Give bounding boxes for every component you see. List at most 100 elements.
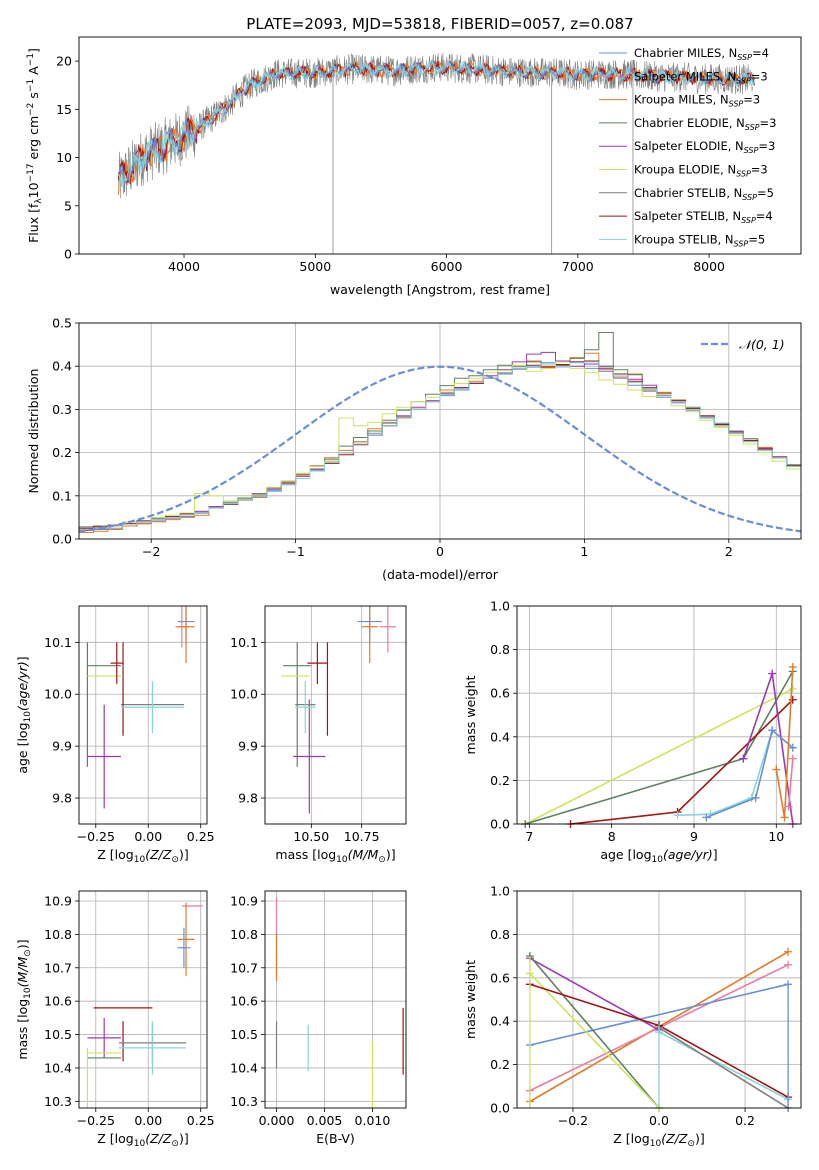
axes-frame: [516, 890, 802, 1109]
data-point: [361, 606, 378, 664]
normal-curve: [78, 365, 802, 533]
y-tick-label: 0.2: [490, 1057, 510, 1072]
y-tick-label: 0.4: [52, 359, 72, 374]
legend-entry: 𝒩(0, 1): [739, 337, 785, 352]
y-tick-label: 20: [56, 54, 72, 69]
weight-line: [706, 728, 794, 819]
y-tick-label: 10.5: [230, 1027, 258, 1042]
x-tick-label: 0.000: [259, 1113, 295, 1128]
legend-entry: Salpeter MILES, NSSP=3: [634, 69, 768, 85]
y-tick-label: 1.0: [490, 884, 510, 899]
x-axis-label: Z [log10(Z/Z⊙)]: [613, 1131, 704, 1149]
x-axis-label: age [log10(age/yr)]: [600, 847, 717, 865]
weight-marker: [673, 811, 682, 820]
y-tick-label: 0.0: [52, 532, 72, 547]
y-tick-label: 9.9: [52, 739, 72, 754]
y-tick-label: 0.6: [490, 970, 510, 985]
y-tick-label: 0.5: [52, 316, 72, 331]
weight-marker: [788, 684, 797, 693]
x-tick-label: 0.2: [735, 1113, 755, 1128]
weight-line: [787, 758, 794, 807]
weight-line: [524, 688, 794, 824]
y-tick-label: 10.5: [44, 1027, 72, 1042]
x-tick-label: 2: [725, 544, 733, 559]
axes-frame: [264, 605, 407, 825]
x-tick-label: 0.25: [187, 1113, 215, 1128]
y-tick-label: 10.7: [230, 960, 258, 975]
histogram-step-line: [79, 361, 801, 529]
panel-residuals: −2 −1 0 1 2 0.0 0.1 0.2 0.3 0.4 0.5 𝒩(0, 1) (data-mo…: [26, 316, 802, 582]
x-tick-label: −2: [142, 544, 160, 559]
histogram-step-line: [79, 352, 801, 533]
y-tick-label: 15: [56, 102, 72, 117]
weight-marker: [788, 743, 797, 752]
x-tick-label: −0.25: [77, 1113, 115, 1128]
data-point: [307, 642, 328, 684]
legend-entry: Chabrier ELODIE, NSSP=3: [634, 116, 776, 132]
x-tick-label: 10: [768, 829, 784, 844]
axes-frame: [264, 890, 407, 1109]
legend-entry: Chabrier STELIB, NSSP=5: [634, 186, 774, 202]
y-tick-label: 0.3: [52, 402, 72, 417]
weight-marker: [772, 765, 781, 774]
y-tick-label: 10.1: [44, 635, 72, 650]
data-point: [379, 606, 396, 653]
weight-marker: [739, 754, 748, 763]
panel-mass-vs-ebv: 0.000 0.005 0.010 10.3 10.4 10.5 10.6 10.7 10.8 1…: [230, 890, 407, 1146]
figure-title: PLATE=2093, MJD=53818, FIBERID=0057, z=0…: [246, 15, 633, 33]
x-axis-label: E(B-V): [316, 1131, 355, 1146]
y-tick-label: 10: [56, 150, 72, 165]
data-point: [87, 1017, 121, 1058]
x-tick-label: 7: [525, 829, 533, 844]
histogram-step-line: [79, 361, 801, 531]
weight-marker: [780, 813, 789, 822]
weight-line: [529, 972, 660, 1108]
y-axis-label: mass [log10(M/M⊙)]: [15, 939, 33, 1059]
y-axis-label: Normed distribution: [26, 369, 41, 494]
y-tick-label: 10.7: [44, 960, 72, 975]
x-tick-label: 6000: [431, 259, 463, 274]
legend-entry: Salpeter ELODIE, NSSP=3: [634, 139, 775, 155]
x-tick-label: 5000: [299, 259, 331, 274]
weight-marker: [784, 947, 793, 956]
y-axis-label: age [log10(age/yr)]: [15, 656, 33, 773]
weight-marker: [702, 813, 711, 822]
x-tick-label: −0.2: [558, 1113, 588, 1128]
data-point: [293, 699, 326, 814]
y-tick-label: 10.4: [44, 1060, 72, 1075]
x-axis-label: wavelength [Angstrom, rest frame]: [330, 282, 550, 297]
y-tick-label: 0: [64, 247, 72, 262]
x-tick-label: −0.25: [77, 829, 115, 844]
y-tick-label: 0.2: [52, 445, 72, 460]
y-tick-label: 0.4: [490, 729, 510, 744]
data-point: [120, 681, 184, 734]
y-tick-label: 10.9: [230, 894, 258, 909]
weight-marker: [768, 726, 777, 735]
data-point: [295, 681, 316, 734]
weight-line: [529, 983, 789, 1046]
x-tick-label: 9: [690, 829, 698, 844]
x-tick-label: −1: [286, 544, 304, 559]
x-tick-label: 0.0: [649, 1113, 669, 1128]
y-tick-label: 0.0: [490, 817, 510, 832]
y-axis-label: Flux [fλ10−17 erg cm−2 s−1 A−1]: [26, 48, 44, 243]
weight-line: [658, 1031, 789, 1101]
legend-entry: Salpeter STELIB, NSSP=4: [634, 209, 773, 225]
y-axis-label: mass weight: [463, 675, 478, 754]
panel-mass-vs-Z: −0.25 0.00 0.25 10.3 10.4 10.5 10.6 10.7 10.8 10.…: [15, 890, 215, 1149]
y-tick-label: 0.0: [490, 1101, 510, 1116]
panel-weight-vs-age: 7 8 9 10 0.0 0.2 0.4 0.6 0.8 1.0 age [log10(age/yr…: [463, 599, 802, 865]
data-point: [87, 704, 121, 809]
y-tick-label: 10.3: [230, 1094, 258, 1109]
y-tick-label: 10.4: [230, 1060, 258, 1075]
histogram-step-line: [79, 361, 801, 530]
x-tick-label: 1: [580, 544, 588, 559]
x-tick-label: 0.010: [355, 1113, 391, 1128]
data-point: [177, 927, 191, 968]
x-tick-label: 7000: [562, 259, 594, 274]
y-tick-label: 0.8: [490, 927, 510, 942]
histogram-step-line: [79, 360, 801, 529]
weight-marker: [751, 793, 760, 802]
y-tick-label: 10.0: [230, 687, 258, 702]
